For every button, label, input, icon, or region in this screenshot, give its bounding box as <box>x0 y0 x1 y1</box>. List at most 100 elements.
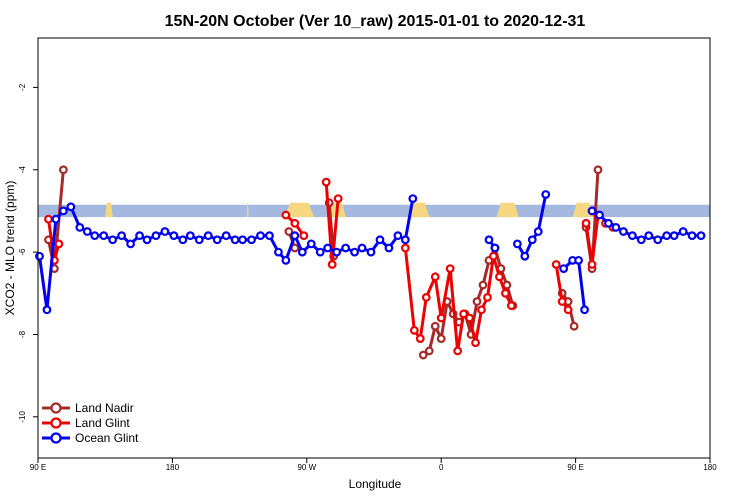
data-point <box>604 218 613 228</box>
data-point <box>512 239 522 249</box>
data-point <box>256 231 265 241</box>
ocean-band <box>38 204 710 218</box>
x-tick-label: 90 W <box>297 463 316 472</box>
y-tick-label: -4 <box>18 166 27 174</box>
data-point <box>533 227 543 236</box>
data-point <box>332 247 342 257</box>
data-point <box>117 231 127 241</box>
legend-swatch-marker <box>50 432 62 444</box>
data-point <box>580 305 589 315</box>
data-point <box>35 251 44 261</box>
data-point <box>51 214 61 224</box>
data-point <box>490 243 500 253</box>
data-point <box>559 264 569 273</box>
data-point <box>669 231 679 241</box>
data-point <box>611 223 621 232</box>
data-point <box>321 177 331 187</box>
x-tick-label: 0 <box>439 463 444 472</box>
series-land-glint <box>44 177 618 356</box>
data-point <box>636 235 646 245</box>
data-point <box>290 231 300 241</box>
data-point <box>587 260 597 269</box>
data-point <box>108 235 118 245</box>
data-point <box>477 305 486 315</box>
series-line <box>516 194 548 260</box>
data-point <box>194 235 204 245</box>
data-point <box>408 194 418 203</box>
data-point <box>357 243 367 253</box>
data-point <box>281 210 291 220</box>
data-point <box>563 305 573 315</box>
x-tick-label: 180 <box>703 463 717 472</box>
data-point <box>593 165 603 175</box>
data-point <box>327 260 337 269</box>
data-point <box>58 206 68 216</box>
data-point <box>453 346 463 356</box>
data-point <box>142 235 152 245</box>
x-axis-label: Longitude <box>349 477 402 491</box>
data-point <box>459 309 469 319</box>
data-point <box>247 235 256 245</box>
data-point <box>366 247 376 257</box>
data-point <box>315 247 325 257</box>
data-point <box>90 231 100 241</box>
data-point <box>472 297 482 306</box>
land-patch <box>408 202 430 218</box>
data-point <box>418 350 428 360</box>
data-point <box>185 231 195 241</box>
x-tick-label: 90 E <box>567 463 583 472</box>
series-ocean-glint <box>35 190 706 315</box>
legend-item: Land Glint <box>42 416 130 430</box>
data-point <box>421 293 431 302</box>
data-point <box>333 194 343 203</box>
data-point <box>82 227 92 236</box>
chart-title: 15N-20N October (Ver 10_raw) 2015-01-01 … <box>165 13 586 30</box>
legend-label: Land Glint <box>75 416 130 430</box>
data-point <box>653 235 663 245</box>
data-point <box>323 243 333 253</box>
data-point <box>151 231 161 241</box>
data-point <box>618 227 628 236</box>
data-point <box>238 235 247 245</box>
y-tick-label: -10 <box>18 410 27 422</box>
plot-frame <box>37 37 711 459</box>
data-point <box>306 239 316 249</box>
y-axis-label: XCO2 - MLO trend (ppm) <box>3 181 17 316</box>
data-point <box>574 255 583 265</box>
data-point <box>520 251 530 261</box>
data-point <box>415 334 425 343</box>
data-point <box>66 202 76 212</box>
data-point <box>54 239 64 249</box>
data-point <box>99 231 109 241</box>
data-point <box>75 223 85 232</box>
data-point <box>541 190 551 199</box>
land-patch <box>105 202 113 218</box>
data-point <box>44 214 53 224</box>
data-point <box>436 334 446 343</box>
data-point <box>587 206 597 216</box>
series-line <box>422 243 515 357</box>
data-point <box>478 280 488 290</box>
data-point <box>662 231 672 241</box>
data-point <box>299 231 309 241</box>
data-point <box>290 218 300 228</box>
data-point <box>178 235 188 245</box>
data-point <box>274 247 283 257</box>
data-point <box>169 231 179 241</box>
data-point <box>483 293 492 302</box>
data-point <box>595 210 604 220</box>
data-point <box>430 272 440 282</box>
legend-swatch-marker <box>50 417 62 429</box>
data-point <box>424 346 434 356</box>
data-point <box>551 260 561 269</box>
series-land-nadir <box>44 165 603 360</box>
land-patch <box>247 202 249 218</box>
y-tick-label: -2 <box>18 83 27 91</box>
data-point <box>350 247 359 257</box>
data-point <box>484 235 494 245</box>
data-point <box>501 288 510 298</box>
data-point <box>230 235 240 245</box>
y-tick-label: -6 <box>18 248 27 256</box>
